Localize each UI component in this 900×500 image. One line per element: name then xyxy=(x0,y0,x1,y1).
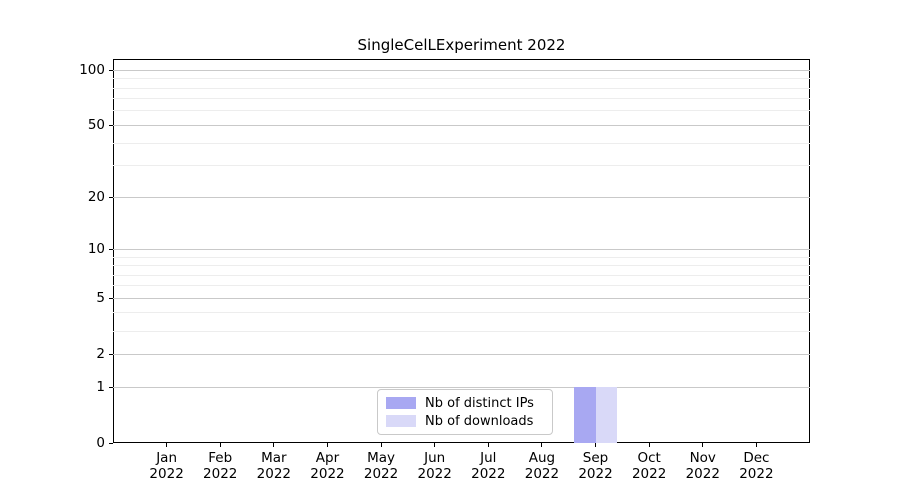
x-tick xyxy=(166,443,168,447)
gridline-major xyxy=(113,69,810,71)
y-tick-label: 5 xyxy=(96,290,105,307)
gridline-major xyxy=(113,353,810,355)
x-tick-label: Nov 2022 xyxy=(685,450,720,482)
y-tick xyxy=(109,248,113,250)
y-tick-label: 20 xyxy=(87,189,105,206)
x-tick-label: Dec 2022 xyxy=(739,450,774,482)
legend: Nb of distinct IPs Nb of downloads xyxy=(377,389,553,435)
gridline-minor xyxy=(113,110,810,112)
y-tick xyxy=(109,297,113,299)
gridline-minor xyxy=(113,165,810,167)
x-tick-label: Feb 2022 xyxy=(203,450,238,482)
gridline-major xyxy=(113,297,810,299)
y-tick-label: 1 xyxy=(96,379,105,395)
gridline-minor xyxy=(113,312,810,314)
x-tick xyxy=(487,443,489,447)
x-tick-label: Aug 2022 xyxy=(524,450,560,482)
y-tick xyxy=(109,386,113,388)
x-tick-label: Jan 2022 xyxy=(149,450,184,482)
y-tick xyxy=(109,124,113,126)
x-tick-label: Apr 2022 xyxy=(310,450,345,482)
y-tick-label: 100 xyxy=(79,62,105,79)
x-tick xyxy=(702,443,704,447)
legend-swatch-distinct-ips xyxy=(386,397,416,409)
gridline-minor xyxy=(113,274,810,276)
y-tick-label: 2 xyxy=(96,346,105,363)
gridline-minor xyxy=(113,78,810,80)
bar-downloads-sep xyxy=(595,387,618,443)
x-tick xyxy=(595,443,597,447)
gridline-major xyxy=(113,386,810,388)
x-tick-label: Jun 2022 xyxy=(417,450,452,482)
gridline-minor xyxy=(113,285,810,287)
y-tick xyxy=(109,69,113,71)
chart-title: SingleCelLExperiment 2022 xyxy=(357,36,566,54)
legend-item-downloads: Nb of downloads xyxy=(378,415,552,428)
y-tick xyxy=(109,196,113,198)
x-tick xyxy=(434,443,436,447)
x-tick-label: Sep 2022 xyxy=(578,450,613,482)
x-tick xyxy=(219,443,221,447)
gridline-minor xyxy=(113,98,810,100)
x-tick-label: Oct 2022 xyxy=(631,450,667,482)
y-tick-label: 10 xyxy=(87,241,105,258)
y-tick xyxy=(109,353,113,355)
x-tick xyxy=(648,443,650,447)
gridline-major xyxy=(113,124,810,126)
legend-label-downloads: Nb of downloads xyxy=(425,413,534,429)
x-tick-label: Jul 2022 xyxy=(471,450,506,482)
legend-item-distinct-ips: Nb of distinct IPs xyxy=(378,397,552,410)
gridline-minor xyxy=(113,256,810,258)
y-tick-label: 50 xyxy=(87,117,105,134)
x-tick xyxy=(541,443,543,447)
gridline-minor xyxy=(113,265,810,266)
x-tick-label: Mar 2022 xyxy=(256,450,292,482)
x-tick-label: May 2022 xyxy=(363,450,399,482)
legend-label-distinct-ips: Nb of distinct IPs xyxy=(425,395,534,411)
legend-swatch-downloads xyxy=(386,415,416,427)
x-tick xyxy=(380,443,382,447)
x-tick xyxy=(273,443,275,447)
bar-distinct-ips-sep xyxy=(574,387,596,443)
gridline-minor xyxy=(113,142,810,144)
plot-border xyxy=(113,59,810,443)
x-tick xyxy=(326,443,328,447)
gridline-major xyxy=(113,248,810,250)
gridline-minor xyxy=(113,87,810,89)
gridline-major xyxy=(113,196,810,198)
y-tick-label: 0 xyxy=(96,435,105,451)
x-tick xyxy=(755,443,757,447)
gridline-minor xyxy=(113,330,810,332)
y-tick xyxy=(109,442,113,444)
plot-area xyxy=(109,59,810,447)
